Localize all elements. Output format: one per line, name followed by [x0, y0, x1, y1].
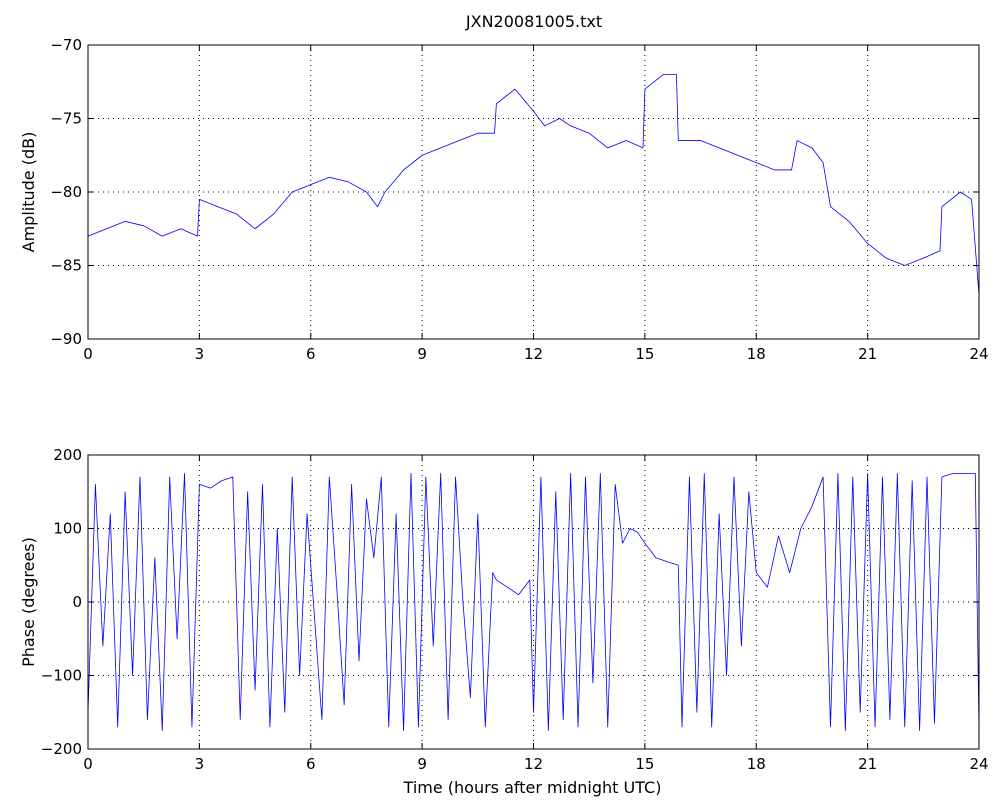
amplitude-ytick-label: −85: [50, 257, 82, 275]
phase-ylabel: Phase (degrees): [19, 537, 38, 667]
amplitude-xtick-label: 12: [524, 345, 543, 363]
amplitude-ytick-label: −70: [50, 36, 82, 54]
amplitude-xtick-label: 24: [969, 345, 988, 363]
phase-xtick-label: 9: [417, 755, 427, 773]
phase-xtick-label: 6: [306, 755, 316, 773]
phase-ytick-label: −200: [41, 740, 82, 758]
phase-ytick-label: −100: [41, 667, 82, 685]
phase-ytick-label: 0: [72, 593, 82, 611]
phase-xtick-label: 21: [858, 755, 877, 773]
phase-xlabel: Time (hours after midnight UTC): [403, 778, 662, 797]
phase-series-line: [87, 472, 980, 732]
phase-ytick-label: 200: [53, 446, 82, 464]
figure-title: JXN20081005.txt: [465, 12, 602, 31]
phase-panel: 0 3 6 9 12 15 18 21 24 −200 −100 0 100 200 Phase (degr…: [19, 446, 989, 797]
phase-xtick-label: 3: [195, 755, 205, 773]
amplitude-ylabel: Amplitude (dB): [19, 132, 38, 253]
amplitude-ytick-label: −80: [50, 183, 82, 201]
phase-xtick-label: 15: [635, 755, 654, 773]
amplitude-series-line: [87, 74, 980, 295]
phase-ytick-label: 100: [53, 520, 82, 538]
amplitude-ytick-label: −90: [50, 330, 82, 348]
amplitude-xtick-label: 21: [858, 345, 877, 363]
amplitude-xtick-label: 9: [417, 345, 427, 363]
amplitude-xtick-label: 18: [747, 345, 766, 363]
amplitude-xtick-label: 6: [306, 345, 316, 363]
phase-xtick-label: 24: [969, 755, 988, 773]
amplitude-ytick-label: −75: [50, 110, 82, 128]
amplitude-xtick-label: 3: [195, 345, 205, 363]
amplitude-panel: 0 3 6 9 12 15 18 21 24 −90 −85 −80 −75 −70 Amplitude (…: [19, 36, 989, 363]
amplitude-xtick-label: 0: [83, 345, 93, 363]
phase-xtick-label: 18: [747, 755, 766, 773]
amplitude-xtick-label: 15: [635, 345, 654, 363]
phase-xtick-label: 0: [83, 755, 93, 773]
phase-xtick-label: 12: [524, 755, 543, 773]
